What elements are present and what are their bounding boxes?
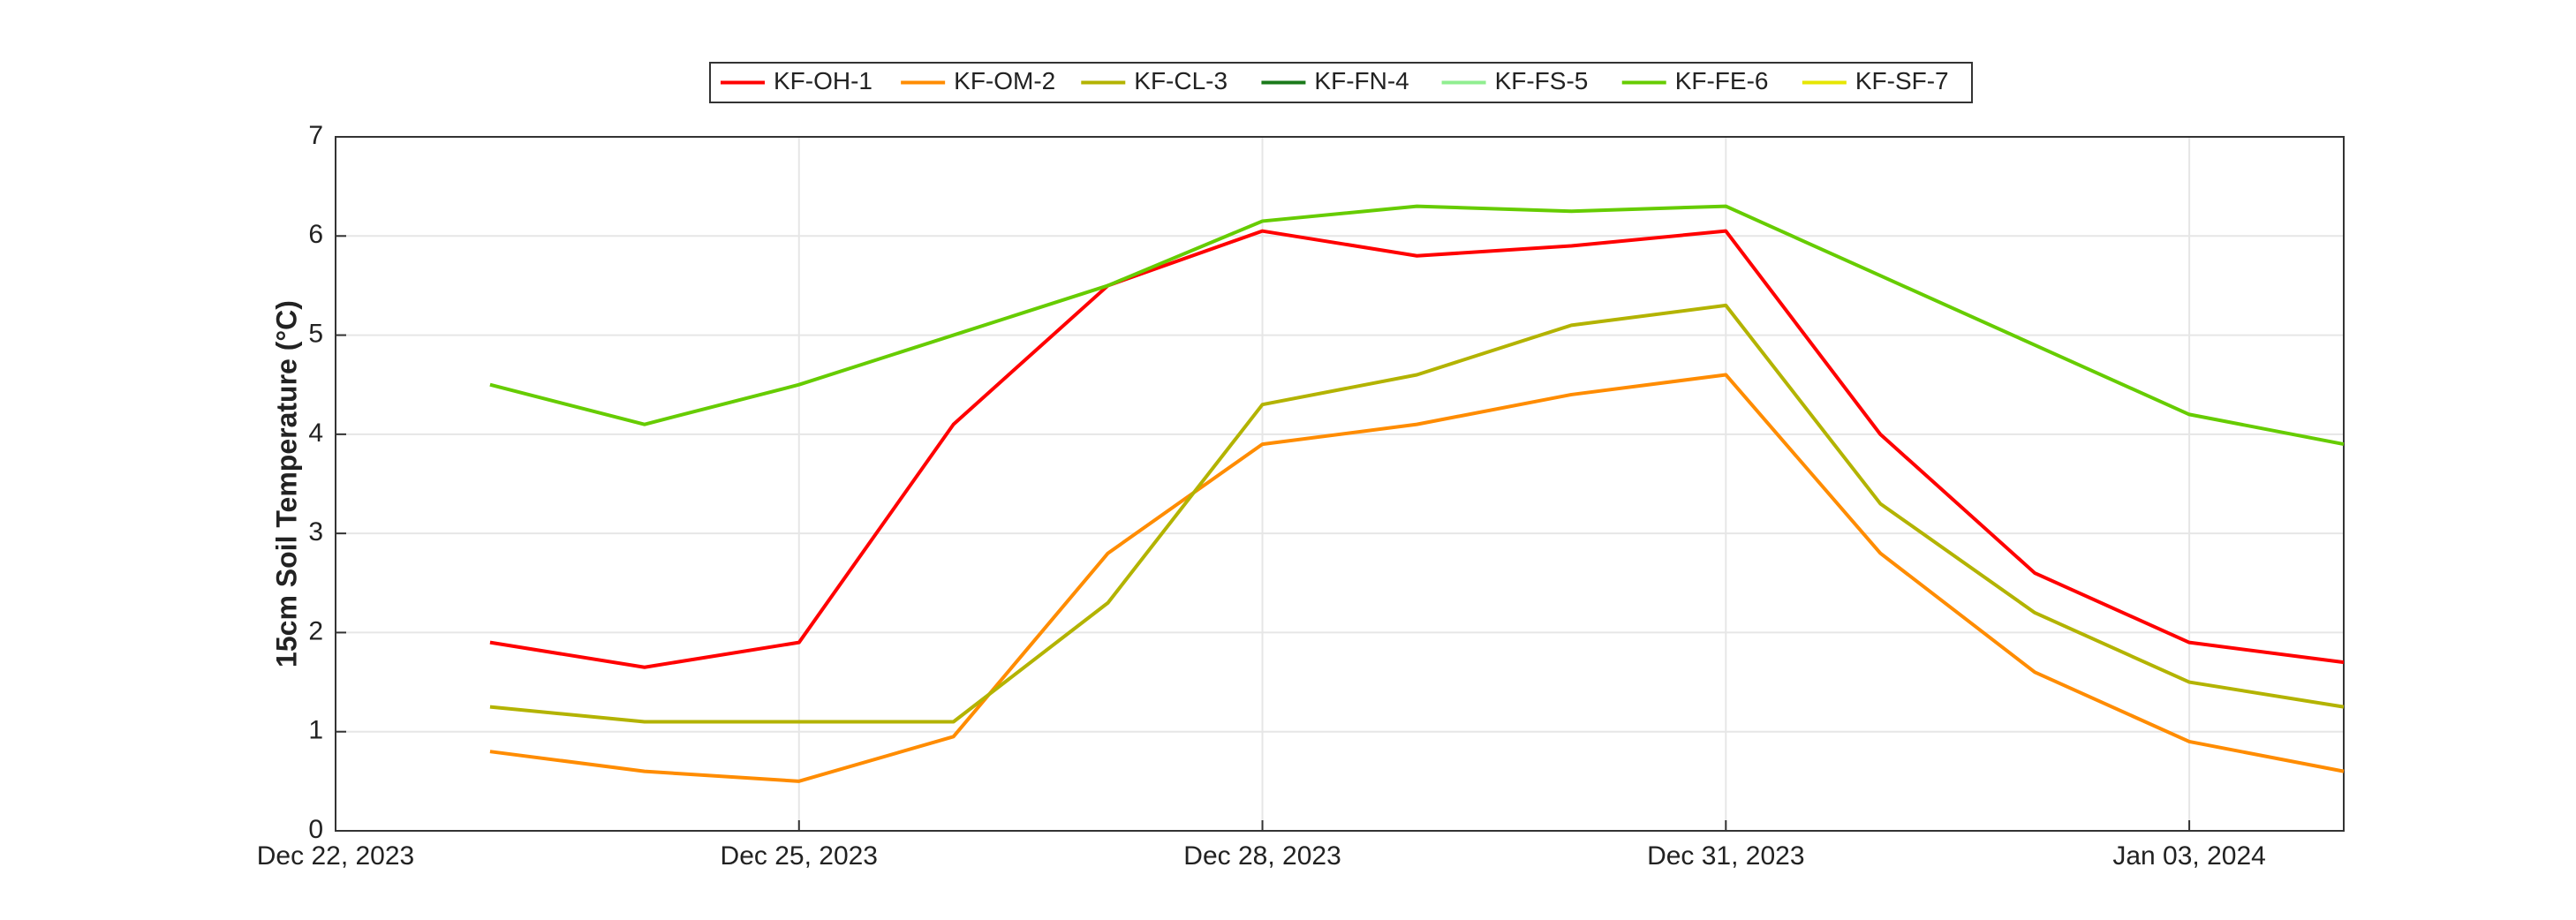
y-tick-label: 3 bbox=[308, 517, 323, 547]
x-tick-label: Jan 03, 2024 bbox=[2112, 841, 2265, 871]
axes-box bbox=[335, 136, 2345, 832]
series-line bbox=[489, 229, 2345, 669]
x-tick-label: Dec 28, 2023 bbox=[1183, 841, 1341, 871]
legend-label: KF-FN-4 bbox=[1314, 67, 1409, 94]
y-axis-label: 15cm Soil Temperature (°C) bbox=[270, 300, 302, 667]
series-line bbox=[489, 204, 2345, 447]
x-tick-label: Dec 22, 2023 bbox=[257, 841, 414, 871]
y-tick-label: 6 bbox=[308, 220, 323, 249]
y-tick-label: 2 bbox=[308, 616, 323, 645]
legend-label: KF-SF-7 bbox=[1855, 67, 1949, 94]
y-tick-label: 1 bbox=[308, 716, 323, 745]
x-tick-label: Dec 25, 2023 bbox=[721, 841, 878, 871]
series-line bbox=[489, 373, 2345, 783]
y-tick-label: 7 bbox=[308, 121, 323, 150]
series-line bbox=[489, 303, 2345, 724]
y-tick-label: 0 bbox=[308, 815, 323, 844]
legend-label: KF-OM-2 bbox=[954, 67, 1055, 94]
plot-area bbox=[336, 137, 2344, 831]
y-tick-label: 4 bbox=[308, 419, 323, 448]
legend-label: KF-FS-5 bbox=[1495, 67, 1589, 94]
x-tick-label: Dec 31, 2023 bbox=[1647, 841, 1804, 871]
legend-label: KF-FE-6 bbox=[1675, 67, 1769, 94]
legend-label: KF-CL-3 bbox=[1134, 67, 1228, 94]
legend-label: KF-OH-1 bbox=[774, 67, 873, 94]
y-tick-label: 5 bbox=[308, 319, 323, 348]
